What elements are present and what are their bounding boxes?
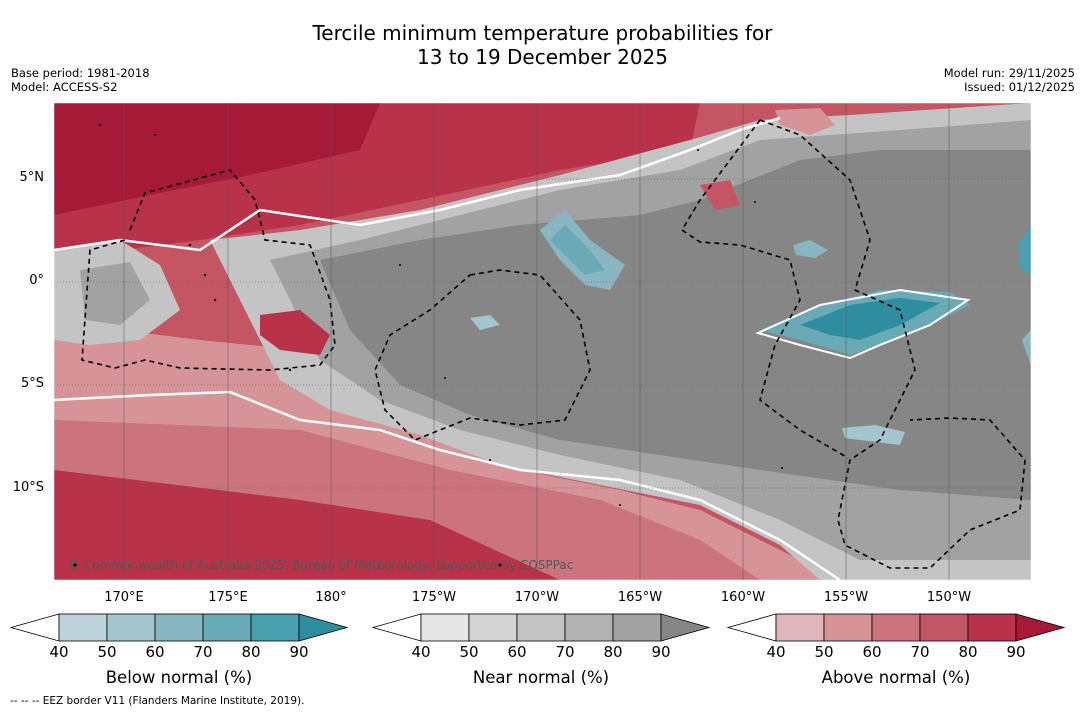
- below-normal-title: Below normal (%): [105, 668, 253, 687]
- below-normal-patch-5: [842, 425, 905, 445]
- above-normal-pocket-ne: [775, 108, 835, 135]
- eez-border-east-inner: [680, 119, 849, 459]
- map-field: [54, 103, 1031, 580]
- lon-label-170e: 170°E: [104, 590, 144, 605]
- lon-label-155w: 155°W: [823, 590, 869, 605]
- near-colorbar-segment: [612, 613, 662, 642]
- below-normal-patch-4: [1022, 330, 1031, 365]
- lon-label-160w: 160°W: [720, 590, 766, 605]
- above-colorbar-over-arrow: [1015, 613, 1066, 642]
- above-colorbar-under-arrow: [726, 613, 777, 642]
- near-tick-70: 70: [555, 643, 575, 661]
- above-tick-60: 60: [862, 643, 882, 661]
- chart-title: Tercile minimum temperature probabilitie…: [0, 21, 1085, 69]
- lon-label-150w: 150°W: [926, 590, 972, 605]
- above-tick-40: 40: [766, 643, 786, 661]
- above-tick-90: 90: [1006, 643, 1026, 661]
- near-normal-title: Near normal (%): [472, 668, 610, 687]
- copyright-text: © Commonwealth of Australia 2025, Bureau…: [68, 558, 574, 572]
- below-normal-patch-1-core: [550, 225, 605, 275]
- issued-text: Issued: 01/12/2025: [964, 80, 1075, 94]
- below-tick-70: 70: [193, 643, 213, 661]
- above-colorbar-segment: [775, 613, 825, 642]
- lat-label-0: 0°: [29, 273, 44, 288]
- above-normal-title: Above normal (%): [821, 668, 971, 687]
- model-text: Model: ACCESS-S2: [11, 80, 118, 94]
- below-tick-50: 50: [97, 643, 117, 661]
- title-line-1: Tercile minimum temperature probabilitie…: [312, 21, 773, 45]
- near-normal-90-region: [320, 150, 1031, 500]
- above-colorbar-segment: [919, 613, 969, 642]
- eez-border-west: [81, 169, 336, 371]
- below-colorbar-segment: [58, 613, 108, 642]
- near-tick-80: 80: [603, 643, 623, 661]
- below-tick-90: 90: [289, 643, 309, 661]
- below-colorbar-segment: [154, 613, 204, 642]
- above-colorbar-segment: [967, 613, 1017, 642]
- above-tick-50: 50: [814, 643, 834, 661]
- below-colorbar-over-arrow: [298, 613, 349, 642]
- near-tick-40: 40: [411, 643, 431, 661]
- lon-label-175w: 175°W: [411, 590, 457, 605]
- near-colorbar-segment: [420, 613, 470, 642]
- above-normal-70-south: [54, 420, 760, 580]
- below-tick-40: 40: [49, 643, 69, 661]
- below-normal-patch-6: [793, 240, 828, 258]
- colorbar-near-normal: [371, 613, 711, 642]
- threshold-contour-east: [755, 288, 971, 360]
- below-colorbar-under-arrow: [9, 613, 60, 642]
- base-period-text: Base period: 1981-2018: [11, 66, 150, 80]
- near-normal-west-core: [80, 262, 150, 325]
- below-colorbar-segment: [202, 613, 252, 642]
- lat-label-5n: 5°N: [19, 170, 45, 185]
- lat-label-5s: 5°S: [20, 376, 44, 391]
- near-tick-50: 50: [459, 643, 479, 661]
- threshold-contour-north: [54, 116, 781, 252]
- near-colorbar-over-arrow: [660, 613, 711, 642]
- islands: [73, 123, 783, 567]
- above-normal-60-band: [54, 330, 820, 580]
- lat-label-10s: 10°S: [12, 480, 44, 495]
- below-tick-80: 80: [241, 643, 261, 661]
- gridlines: [54, 178, 1031, 489]
- meta-right: Model run: 29/11/2025 Issued: 01/12/2025: [944, 66, 1075, 94]
- above-normal-80-south: [54, 470, 560, 580]
- above-colorbar-segment: [871, 613, 921, 642]
- above-normal-90-region: [54, 103, 380, 215]
- below-normal-patch-3: [1018, 225, 1031, 275]
- near-colorbar-segment: [468, 613, 518, 642]
- below-tick-60: 60: [145, 643, 165, 661]
- lon-label-175e: 175°E: [208, 590, 248, 605]
- eez-borders: [81, 119, 1026, 569]
- footer-note: -- -- -- EEZ border V11 (Flanders Marine…: [10, 695, 305, 707]
- threshold-contour-south: [54, 390, 841, 580]
- above-normal-pocket-w: [260, 310, 330, 355]
- colorbar-above-normal: [726, 613, 1066, 642]
- model-run-text: Model run: 29/11/2025: [943, 66, 1075, 80]
- below-colorbar-segment: [250, 613, 300, 642]
- below-normal-patch-2-core: [800, 298, 940, 340]
- title-line-2: 13 to 19 December 2025: [416, 45, 668, 69]
- eez-border-east: [759, 119, 1026, 569]
- above-tick-70: 70: [910, 643, 930, 661]
- meta-left: Base period: 1981-2018 Model: ACCESS-S2: [11, 66, 150, 94]
- above-tick-80: 80: [958, 643, 978, 661]
- eez-border-central: [374, 269, 591, 441]
- near-colorbar-segment: [564, 613, 614, 642]
- lon-label-170w: 170°W: [514, 590, 560, 605]
- above-colorbar-segment: [823, 613, 873, 642]
- lon-label-180: 180°: [315, 590, 347, 605]
- colorbar-below-normal: [9, 613, 349, 642]
- below-normal-patch-7: [470, 315, 500, 330]
- lon-label-165w: 165°W: [617, 590, 663, 605]
- near-colorbar-segment: [516, 613, 566, 642]
- near-colorbar-under-arrow: [371, 613, 422, 642]
- near-tick-60: 60: [507, 643, 527, 661]
- near-tick-90: 90: [651, 643, 671, 661]
- meridians: [123, 103, 950, 580]
- below-colorbar-segment: [106, 613, 156, 642]
